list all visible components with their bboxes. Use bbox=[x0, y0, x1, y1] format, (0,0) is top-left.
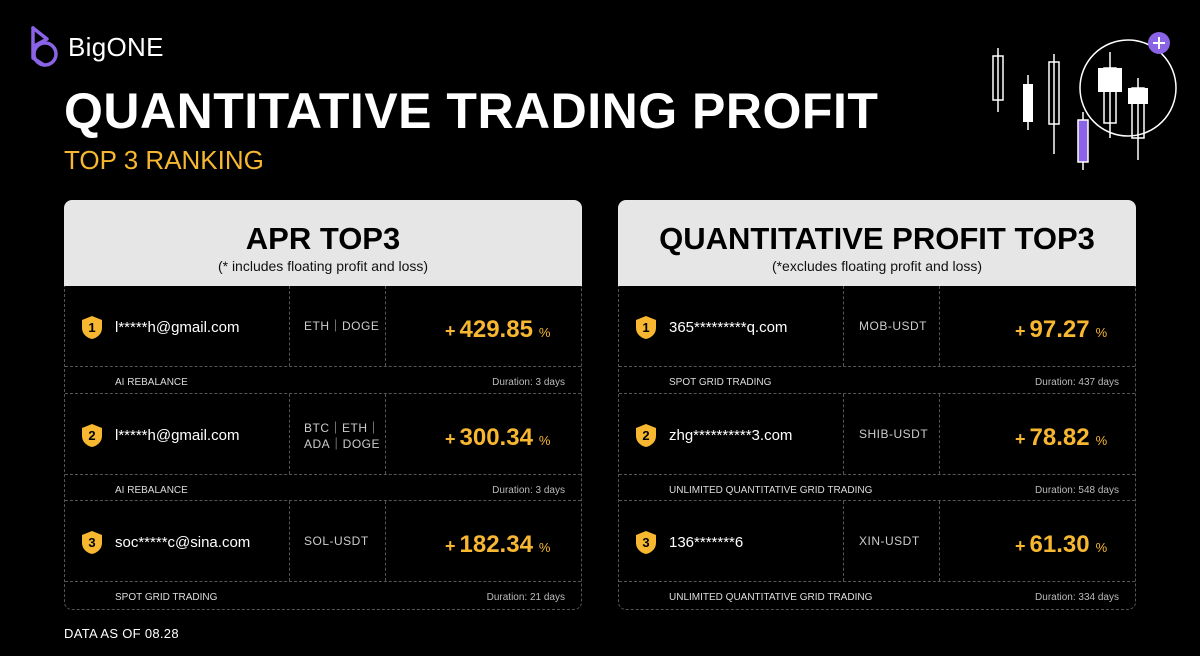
duration-label: Duration: 334 days bbox=[1035, 592, 1119, 603]
divider bbox=[843, 286, 844, 366]
user-account: 365*********q.com bbox=[669, 319, 788, 336]
strategy-label: UNLIMITED QUANTITATIVE GRID TRADING bbox=[669, 485, 873, 496]
divider bbox=[289, 501, 290, 581]
ranking-row: 3 136*******6 XIN-USDT +61.30% UNLIMITED… bbox=[619, 500, 1135, 607]
divider bbox=[843, 501, 844, 581]
duration-label: Duration: 21 days bbox=[486, 592, 565, 603]
apr-panel-note: (* includes floating profit and loss) bbox=[217, 258, 429, 274]
strategy-label: UNLIMITED QUANTITATIVE GRID TRADING bbox=[669, 592, 873, 603]
trading-pair: XIN-USDT bbox=[859, 534, 920, 548]
profit-value: +97.27% bbox=[1015, 316, 1108, 343]
trading-pair: SHIB-USDT bbox=[859, 427, 929, 441]
divider bbox=[385, 394, 386, 474]
user-account: zhg**********3.com bbox=[669, 427, 793, 444]
user-account: l*****h@gmail.com bbox=[115, 319, 240, 336]
apr-ranking-list: 1 l*****h@gmail.com ETH｜DOGE +429.85% AI… bbox=[64, 286, 582, 610]
trading-pair: SOL-USDT bbox=[304, 534, 369, 548]
profit-ranking-list: 1 365*********q.com MOB-USDT +97.27% SPO… bbox=[618, 286, 1136, 610]
candlestick-icon bbox=[992, 32, 1177, 170]
brand-name: BigONE bbox=[68, 31, 164, 62]
rank-number: 2 bbox=[88, 428, 95, 443]
divider bbox=[289, 394, 290, 474]
shield-badge-icon: 3 bbox=[82, 531, 102, 554]
ranking-row: 1 l*****h@gmail.com ETH｜DOGE +429.85% AI… bbox=[65, 286, 581, 393]
profit-panel-note: (*excludes floating profit and loss) bbox=[771, 258, 983, 274]
divider bbox=[289, 286, 290, 366]
apr-panel: APR TOP3 (* includes floating profit and… bbox=[64, 200, 582, 610]
profit-value: +300.34% bbox=[445, 424, 551, 451]
user-account: 136*******6 bbox=[669, 534, 744, 551]
divider bbox=[939, 501, 940, 581]
trading-pair: ETH｜DOGE bbox=[304, 319, 380, 333]
profit-panel-title: QUANTITATIVE PROFIT TOP3 bbox=[659, 221, 1095, 256]
divider bbox=[939, 286, 940, 366]
shield-badge-icon: 2 bbox=[82, 424, 102, 447]
shield-badge-icon: 1 bbox=[82, 316, 102, 339]
strategy-label: SPOT GRID TRADING bbox=[669, 377, 772, 388]
rank-number: 3 bbox=[88, 535, 95, 550]
profit-panel: QUANTITATIVE PROFIT TOP3 (*excludes floa… bbox=[618, 200, 1136, 610]
profit-panel-header: QUANTITATIVE PROFIT TOP3 (*excludes floa… bbox=[618, 200, 1136, 286]
trading-pair: MOB-USDT bbox=[859, 319, 927, 333]
rank-number: 2 bbox=[642, 428, 649, 443]
divider bbox=[843, 394, 844, 474]
shield-badge-icon: 2 bbox=[636, 424, 656, 447]
profit-value: +61.30% bbox=[1015, 531, 1108, 558]
page-subtitle: TOP 3 RANKING bbox=[64, 145, 264, 175]
shield-badge-icon: 3 bbox=[636, 531, 656, 554]
data-date-footer: DATA AS OF 08.28 bbox=[64, 626, 179, 641]
user-account: l*****h@gmail.com bbox=[115, 427, 240, 444]
divider bbox=[385, 501, 386, 581]
duration-label: Duration: 3 days bbox=[492, 485, 565, 496]
shield-badge-icon: 1 bbox=[636, 316, 656, 339]
ranking-row: 1 365*********q.com MOB-USDT +97.27% SPO… bbox=[619, 286, 1135, 393]
bigone-logo-icon bbox=[31, 26, 58, 67]
rank-number: 1 bbox=[642, 320, 649, 335]
user-account: soc*****c@sina.com bbox=[115, 534, 251, 551]
divider bbox=[939, 394, 940, 474]
page-title: QUANTITATIVE TRADING PROFIT bbox=[64, 83, 879, 139]
ranking-row: 3 soc*****c@sina.com SOL-USDT +182.34% S… bbox=[65, 500, 581, 607]
trading-pair: BTC｜ETH｜ ADA｜DOGE bbox=[304, 421, 381, 451]
strategy-label: SPOT GRID TRADING bbox=[115, 592, 218, 603]
rank-number: 1 bbox=[88, 320, 95, 335]
duration-label: Duration: 3 days bbox=[492, 377, 565, 388]
profit-value: +429.85% bbox=[445, 316, 551, 343]
rank-number: 3 bbox=[642, 535, 649, 550]
strategy-label: AI REBALANCE bbox=[115, 485, 188, 496]
ranking-row: 2 zhg**********3.com SHIB-USDT +78.82% U… bbox=[619, 393, 1135, 500]
brand-logo: BigONE bbox=[24, 25, 164, 69]
duration-label: Duration: 437 days bbox=[1035, 377, 1119, 388]
apr-panel-title: APR TOP3 bbox=[245, 221, 401, 256]
profit-value: +78.82% bbox=[1015, 424, 1108, 451]
apr-panel-header: APR TOP3 (* includes floating profit and… bbox=[64, 200, 582, 286]
profit-value: +182.34% bbox=[445, 531, 551, 558]
divider bbox=[385, 286, 386, 366]
duration-label: Duration: 548 days bbox=[1035, 485, 1119, 496]
strategy-label: AI REBALANCE bbox=[115, 377, 188, 388]
ranking-row: 2 l*****h@gmail.com BTC｜ETH｜ ADA｜DOGE +3… bbox=[65, 393, 581, 500]
